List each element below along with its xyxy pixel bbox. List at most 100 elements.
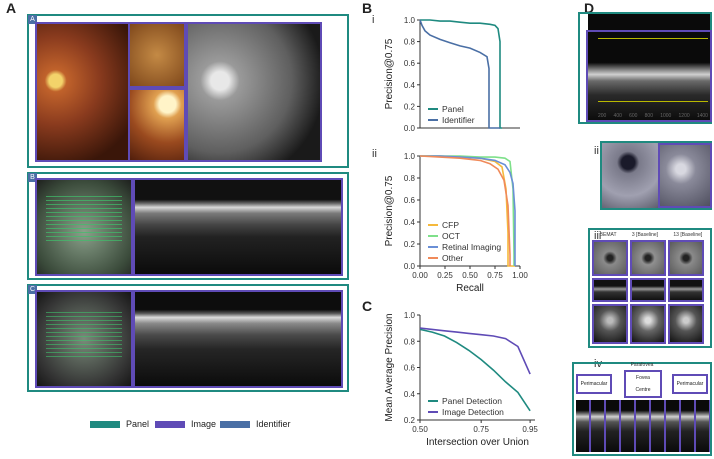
oct-scan-1 xyxy=(133,178,343,276)
panel-letter-a: A xyxy=(6,0,17,16)
y-tick-label: 0.0 xyxy=(404,124,416,133)
tick-label: 1400 xyxy=(696,113,708,119)
legend-label: OCT xyxy=(442,231,460,241)
y-tick-label: 1.0 xyxy=(404,311,416,320)
scan-lines-1 xyxy=(46,196,122,244)
image-box-4 xyxy=(186,22,322,162)
identifier-badge-3: C xyxy=(28,285,37,294)
oct-plot-d-i xyxy=(588,14,711,122)
y-axis-label: Mean Average Precision xyxy=(384,313,395,421)
d-iv-box-1: Perimacular xyxy=(576,374,612,394)
y-tick-label: 0.4 xyxy=(404,390,416,399)
d-iii-image-5 xyxy=(630,278,666,302)
x-tick-label: 0.95 xyxy=(522,425,538,434)
legend-label: Retinal Imaging xyxy=(442,242,501,252)
panel-box-d-iii xyxy=(588,228,712,348)
d-iv-box-2: Fovea Centre xyxy=(624,370,662,398)
tick-label: 400 xyxy=(613,113,622,119)
d-iii-image-1 xyxy=(592,240,628,276)
d-iii-image-9 xyxy=(668,304,704,344)
d-iv-image-dividers xyxy=(576,400,710,452)
sub-label-b-ii: ii xyxy=(372,148,377,160)
x-axis-label: Intersection over Union xyxy=(426,437,529,448)
angiogram-1 xyxy=(602,143,660,208)
y-tick-label: 0.2 xyxy=(404,416,416,425)
sub-label-d-iii: iii xyxy=(594,230,602,242)
chart-b-i: 0.0 0.2 0.4 0.6 0.8 1.0 Precision@0.75 PanelIde… xyxy=(384,16,520,133)
y-tick-label: 0.8 xyxy=(404,38,416,47)
fundus-zoom-2 xyxy=(128,88,186,162)
x-tick-label: 0.75 xyxy=(487,271,503,280)
y-tick-label: 0.2 xyxy=(404,240,416,249)
y-tick-label: 0.4 xyxy=(404,81,416,90)
panel-box-1 xyxy=(27,14,349,168)
angiogram-2 xyxy=(660,143,712,208)
d-iii-image-7 xyxy=(592,304,628,344)
d-iv-fovea-label: Fovea xyxy=(636,375,650,381)
y-tick-label: 0.4 xyxy=(404,218,416,227)
column-title: BEMAT xyxy=(599,232,617,238)
fundus-photo-color xyxy=(35,22,129,162)
image-box-2 xyxy=(128,22,186,88)
tick-label: 600 xyxy=(629,113,638,119)
image-box-3 xyxy=(128,88,186,162)
image-box-1 xyxy=(35,22,130,162)
identifier-badge-2: B xyxy=(28,173,37,182)
chart-b-ii: 0.0 0.2 0.4 0.6 0.8 1.0 0.00 0.25 0.50 0.75 1.00 Pr… xyxy=(384,152,528,294)
fundus-zoom-1 xyxy=(128,22,186,88)
y-tick-label: 0.6 xyxy=(404,364,416,373)
d-iii-image-3 xyxy=(668,240,704,276)
legend-label-image: Image xyxy=(191,419,217,429)
series-line-0 xyxy=(419,328,531,412)
column-title: 13 [Baseline] xyxy=(673,232,703,238)
legend-label: CFP xyxy=(442,220,459,230)
tick-label: 1200 xyxy=(678,113,690,119)
series-line-3 xyxy=(419,155,511,266)
scan-lines-2 xyxy=(46,312,122,358)
series-line-2 xyxy=(420,155,516,266)
panel-box-3 xyxy=(27,284,349,392)
x-tick-label: 1.00 xyxy=(512,271,528,280)
y-axis-label: Precision@0.75 xyxy=(384,38,395,109)
x-tick-label: 0.50 xyxy=(412,425,428,434)
x-tick-label: 0.25 xyxy=(437,271,453,280)
d-iii-image-8 xyxy=(630,304,666,344)
sub-label-b-i: i xyxy=(372,14,375,26)
y-axis-label: Precision@0.75 xyxy=(384,175,395,246)
oct-scan-2 xyxy=(133,290,343,388)
legend-label: Panel Detection xyxy=(442,396,502,406)
image-box-d-i xyxy=(586,30,712,122)
d-iv-box-3: Perimacular xyxy=(672,374,708,394)
panel-letter-d: D xyxy=(584,0,595,16)
y-tick-label: 0.6 xyxy=(404,59,416,68)
axis-ticks-d-i: 200 400 600 800 1000 1200 1400 xyxy=(598,113,708,121)
y-tick-label: 0.8 xyxy=(404,174,416,183)
panel-letter-b: B xyxy=(362,0,373,16)
legend-label: Identifier xyxy=(442,115,475,125)
x-tick-label: 0.50 xyxy=(462,271,478,280)
legend-swatch-image xyxy=(155,421,185,428)
legend-label-identifier: Identifier xyxy=(256,419,291,429)
x-tick-label: 0.75 xyxy=(473,425,489,434)
fundus-photo-gray xyxy=(186,22,322,162)
series-line-1 xyxy=(419,327,531,375)
legend-label: Other xyxy=(442,253,463,263)
image-box-8 xyxy=(133,290,343,388)
legend-swatch-panel xyxy=(90,421,120,428)
plot-guide-lines xyxy=(598,38,708,102)
image-box-6 xyxy=(133,178,343,276)
d-iii-image-4 xyxy=(592,278,628,302)
legend-label: Image Detection xyxy=(442,407,504,417)
series-line-1 xyxy=(419,19,500,129)
sub-label-d-ii: ii xyxy=(594,145,599,157)
series-line-0 xyxy=(420,19,502,129)
image-box-5 xyxy=(35,178,133,276)
column-title: 3 [Baseline] xyxy=(631,232,659,238)
image-box-7 xyxy=(35,290,133,388)
legend-swatch-identifier xyxy=(220,421,250,428)
identifier-badge-1: A xyxy=(28,15,37,24)
sub-label-d-iv: iv xyxy=(594,358,602,370)
d-iii-image-6 xyxy=(668,278,704,302)
image-box-d-ii xyxy=(658,143,712,208)
legend-label-panel: Panel xyxy=(126,419,150,429)
